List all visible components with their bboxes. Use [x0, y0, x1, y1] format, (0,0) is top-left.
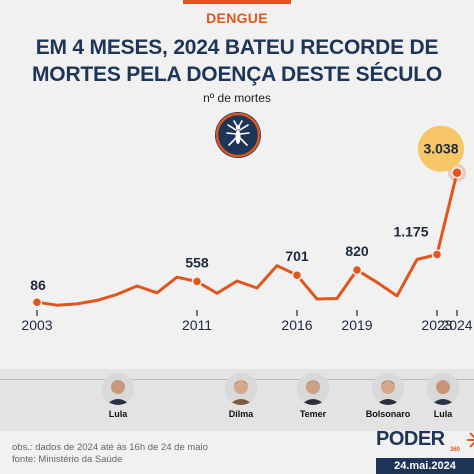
chart-subtitle: nº de mortes	[203, 91, 271, 105]
footer-source: fonte: Ministério da Saúde	[12, 454, 123, 465]
president-name: Dilma	[228, 409, 254, 419]
x-tick-label-2003: 2003	[21, 317, 52, 333]
president-name: Lula	[108, 409, 128, 419]
president-2: Dilma	[211, 373, 271, 419]
top-bar	[0, 0, 474, 4]
avatar	[297, 373, 329, 405]
title-line-1: EM 4 MESES, 2024 BATEU RECORDE DE	[35, 36, 439, 59]
data-point-2011	[191, 276, 203, 287]
sunburst-icon	[467, 432, 474, 448]
data-label-2003: 86	[30, 277, 46, 293]
series-line	[35, 171, 459, 307]
avatar	[102, 373, 134, 405]
x-tick-label-2024: 2024	[441, 317, 472, 333]
data-point-2024	[451, 166, 463, 179]
data-label-2019: 820	[345, 243, 369, 259]
page-title: EM 4 MESES, 2024 BATEU RECORDE DE MORTES…	[6, 34, 468, 88]
data-point-2003	[31, 296, 43, 308]
president-1: Lula	[88, 373, 148, 419]
data-point-2023	[431, 249, 443, 260]
brand-logo: PODER 360	[376, 428, 474, 453]
brand-sub: 360	[450, 447, 461, 453]
president-name: Lula	[433, 409, 453, 419]
x-tick-label-2019: 2019	[341, 317, 372, 333]
brand-name: PODER	[376, 428, 445, 450]
title-line-2: MORTES PELA DOENÇA DESTE SÉCULO	[32, 63, 442, 86]
mosquito-icon	[215, 112, 261, 158]
avatar	[225, 373, 257, 405]
president-5: Lula	[413, 373, 473, 419]
x-tick-label-2023: 2023	[421, 317, 452, 333]
footer-notes: obs.: dados de 2024 até às 16h de 24 de …	[12, 442, 208, 466]
data-label-2016: 701	[285, 248, 309, 264]
avatar	[372, 373, 404, 405]
publication-date: 24.mai.2024	[376, 458, 474, 474]
kicker: DENGUE	[206, 10, 268, 26]
data-label-2011: 558	[185, 255, 209, 271]
data-label-2024: 3.038	[423, 141, 458, 157]
president-name: Temer	[299, 409, 327, 419]
data-point-2016	[291, 269, 303, 281]
x-tick-label-2016: 2016	[281, 317, 312, 333]
president-name: Bolsonaro	[365, 409, 411, 419]
president-4: Bolsonaro	[358, 373, 418, 419]
avatar	[427, 373, 459, 405]
x-tick-label-2011: 2011	[182, 317, 212, 333]
president-3: Temer	[283, 373, 343, 419]
footer-obs: obs.: dados de 2024 até às 16h de 24 de …	[12, 442, 208, 453]
data-label-2023: 1.175	[393, 223, 428, 239]
top-accent-bar	[183, 0, 291, 4]
highlight-badge	[418, 125, 464, 172]
data-point-2019	[351, 264, 363, 276]
